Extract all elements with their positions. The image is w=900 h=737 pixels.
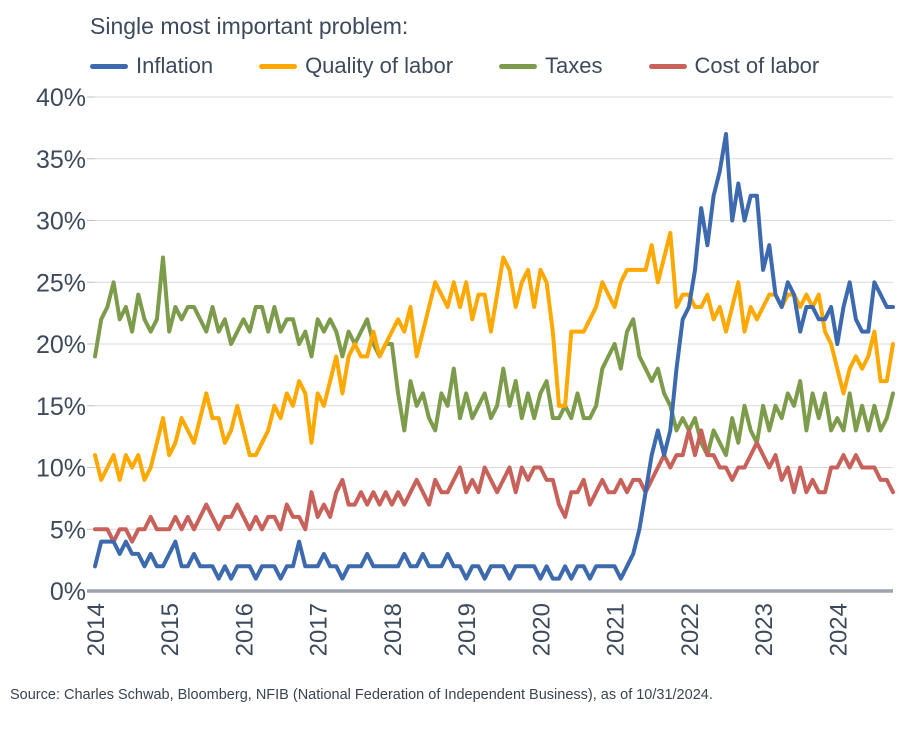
x-year-label: 2015: [157, 603, 184, 656]
y-axis-label: 35%: [36, 146, 86, 174]
y-axis-label: 25%: [36, 269, 86, 297]
series-line-taxes: [93, 255, 895, 458]
legend-label-quality-of-labor: Quality of labor: [305, 53, 454, 78]
x-year-label: 2024: [825, 603, 852, 656]
y-axis-label: 5%: [50, 516, 86, 544]
legend-label-taxes: Taxes: [545, 53, 603, 78]
legend-swatch-taxes: [499, 63, 538, 69]
legend-label-inflation: Inflation: [136, 53, 214, 78]
y-axis-label: 20%: [36, 331, 86, 359]
legend-swatch-quality-of-labor: [259, 63, 298, 69]
legend-item-taxes: Taxes: [499, 53, 603, 79]
x-year-label: 2018: [380, 603, 407, 656]
series-line-cost-of-labor: [93, 428, 895, 544]
x-year-label: 2017: [306, 603, 333, 656]
chart-title: Single most important problem:: [90, 13, 409, 39]
x-year-label: 2016: [231, 603, 258, 656]
x-year-label: 2020: [528, 603, 555, 656]
y-axis-label: 40%: [36, 84, 86, 112]
series-line-inflation: [93, 132, 895, 581]
legend: Inflation Quality of labor Taxes Cost of la…: [90, 53, 900, 79]
legend-swatch-inflation: [90, 63, 128, 69]
y-axis-label: 15%: [36, 393, 86, 421]
y-axis-label: 10%: [36, 455, 86, 483]
legend-item-inflation: Inflation: [90, 53, 213, 79]
problems-line-chart: 0% 5% 10% 15% 20% 25% 30% 35% 40% 2014 2015 2016 201…: [36, 84, 895, 656]
y-axis-label: 30%: [36, 208, 86, 236]
legend-swatch-cost-of-labor: [648, 63, 687, 69]
legend-item-cost-of-labor: Cost of labor: [648, 53, 820, 79]
x-year-label: 2021: [603, 603, 630, 656]
x-year-label: 2023: [751, 603, 778, 656]
x-year-label: 2022: [677, 603, 704, 656]
legend-label-cost-of-labor: Cost of labor: [694, 53, 820, 78]
x-year-label: 2019: [454, 603, 481, 656]
legend-item-quality-of-labor: Quality of labor: [259, 53, 453, 79]
source-note: Source: Charles Schwab, Bloomberg, NFIB …: [10, 687, 713, 703]
series-line-quality-of-labor: [93, 230, 895, 482]
y-axis-label: 0%: [50, 578, 86, 606]
x-year-label: 2014: [83, 603, 110, 656]
